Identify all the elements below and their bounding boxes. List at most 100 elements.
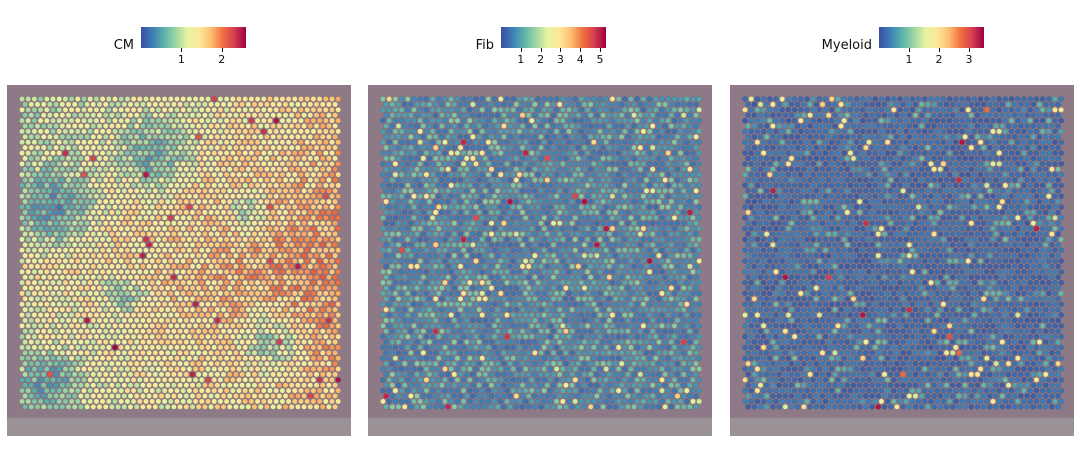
spot [420, 144, 427, 151]
spot [223, 398, 230, 405]
spot [439, 252, 445, 259]
spot [659, 214, 665, 221]
spot [291, 268, 298, 275]
colorbar-tick-label: 3 [556, 53, 564, 66]
spot [248, 333, 255, 340]
spot [143, 161, 149, 167]
spot [432, 155, 439, 162]
spot [242, 193, 248, 199]
spot [291, 398, 298, 405]
spot [451, 198, 458, 205]
spot [687, 123, 693, 129]
spot [99, 171, 106, 178]
spot [152, 252, 159, 259]
spot [93, 322, 100, 329]
spot [282, 252, 289, 259]
spot [454, 258, 461, 264]
spot [383, 166, 389, 172]
spot [516, 290, 523, 297]
spot [102, 101, 109, 108]
spot [50, 161, 56, 167]
spot [133, 155, 140, 162]
spot [239, 403, 245, 410]
spot [112, 247, 118, 253]
spot [115, 295, 121, 302]
spot [313, 177, 320, 183]
spot [322, 366, 329, 372]
spot [106, 193, 112, 199]
spot [28, 155, 35, 162]
spot [211, 171, 217, 178]
spot [171, 144, 177, 151]
spot [313, 317, 320, 324]
spot [621, 150, 628, 156]
spot [180, 387, 186, 394]
spot [71, 403, 78, 410]
spot [329, 117, 335, 124]
spot [615, 96, 622, 102]
spot [408, 231, 414, 237]
spot [572, 225, 578, 232]
spot [25, 204, 32, 210]
spot [497, 193, 504, 199]
spot [510, 279, 516, 286]
spot [198, 398, 205, 405]
spot [152, 339, 159, 345]
spot [229, 333, 236, 340]
spot [460, 128, 467, 135]
spot [510, 301, 516, 307]
spot [273, 344, 280, 351]
spot [304, 214, 311, 221]
spot [84, 166, 90, 172]
spot [476, 263, 482, 270]
spot [322, 258, 329, 264]
spot [208, 349, 214, 356]
spot [217, 106, 224, 113]
spot [432, 134, 439, 140]
spot [71, 134, 78, 140]
spot [625, 198, 631, 205]
spot [587, 209, 594, 216]
spot [273, 236, 280, 243]
spot [40, 220, 47, 226]
spot [522, 182, 529, 189]
spot [313, 112, 320, 119]
spot [671, 204, 678, 210]
spot [298, 214, 304, 221]
spot [239, 220, 245, 226]
spot [451, 112, 458, 119]
spot [501, 155, 507, 162]
spot [62, 398, 69, 405]
spot [99, 290, 106, 297]
spot [473, 268, 479, 275]
spot [575, 112, 582, 119]
spot [304, 355, 311, 362]
spot [257, 252, 264, 259]
spot [532, 209, 538, 216]
spot [288, 220, 295, 226]
spot [124, 322, 131, 329]
spot [211, 182, 217, 189]
spot [550, 209, 557, 216]
spot [606, 134, 613, 140]
spot [398, 128, 405, 135]
spot [467, 214, 473, 221]
spot [50, 290, 56, 297]
spot [491, 204, 498, 210]
spot [476, 198, 482, 205]
spot [68, 398, 75, 405]
spot [44, 139, 50, 146]
spot [319, 112, 326, 119]
spot [528, 279, 535, 286]
spot [538, 144, 544, 151]
spot [282, 101, 289, 108]
spot [532, 177, 538, 183]
spot [229, 355, 236, 362]
spot [439, 112, 445, 119]
spot [439, 285, 445, 291]
spot [690, 204, 696, 210]
spot [313, 349, 320, 356]
spot [22, 263, 28, 270]
spot [398, 301, 405, 307]
spot [386, 171, 393, 178]
